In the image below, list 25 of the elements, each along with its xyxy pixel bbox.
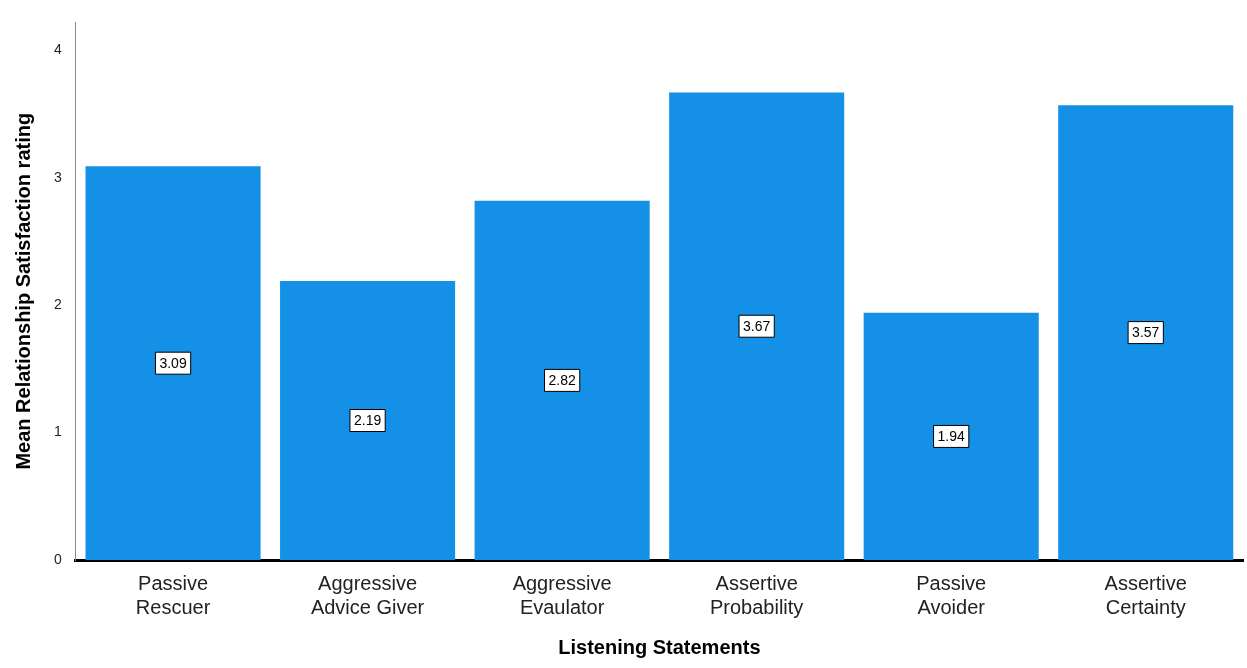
data-label: 1.94 bbox=[937, 428, 966, 445]
y-tick-label: 0 bbox=[53, 550, 62, 567]
x-tick-label: Assertive Certainty bbox=[1104, 571, 1187, 618]
x-tick-label: Passive Rescuer bbox=[135, 571, 211, 618]
data-label: 3.09 bbox=[159, 355, 187, 372]
bar bbox=[474, 200, 650, 560]
y-tick-label: 1 bbox=[53, 423, 62, 440]
y-tick-label: 3 bbox=[53, 168, 62, 185]
bar bbox=[1058, 105, 1234, 560]
y-tick-label: 4 bbox=[53, 41, 62, 58]
data-label: 2.19 bbox=[353, 412, 382, 429]
bar bbox=[863, 312, 1039, 560]
data-label: 3.57 bbox=[1132, 324, 1160, 341]
bar bbox=[85, 166, 261, 560]
x-tick-label: Aggressive Evaulator bbox=[512, 571, 612, 618]
x-tick-label: Assertive Probability bbox=[709, 571, 804, 618]
y-axis-title: Mean Relationship Satisfaction rating bbox=[11, 112, 34, 470]
data-label: 3.67 bbox=[743, 318, 771, 335]
bar bbox=[280, 281, 456, 560]
data-label: 2.82 bbox=[548, 372, 576, 389]
x-tick-label: Passive Avoider bbox=[916, 571, 987, 618]
y-tick-label: 2 bbox=[53, 296, 62, 313]
x-tick-label: Aggressive Advice Giver bbox=[310, 571, 425, 618]
bar bbox=[669, 92, 845, 560]
x-axis-title: Listening Statements bbox=[558, 635, 761, 658]
